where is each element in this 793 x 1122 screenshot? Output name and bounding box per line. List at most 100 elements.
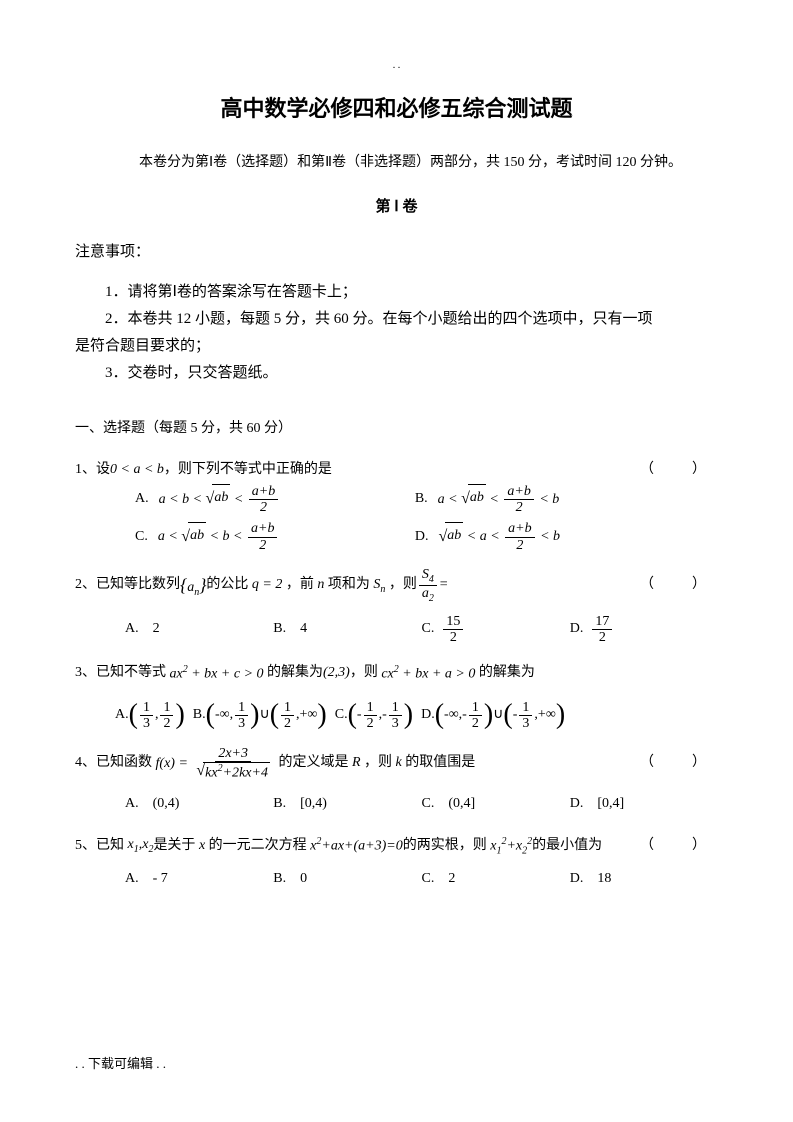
q2-qval: q = 2 <box>248 572 285 599</box>
q2-opt-c-den: 2 <box>447 630 460 645</box>
q5-text3: 的一元二次方程 <box>209 833 307 860</box>
q2-text1: 已知等比数列 <box>96 572 180 599</box>
q1-opt-b: B. a < √ab < a+b2 < b <box>415 484 559 516</box>
q4-opt-c: C. (0,4] <box>422 791 570 818</box>
question-1: 1、 设 0 < a < b ，则下列不等式中正确的是 （ ） A. a < b… <box>75 457 718 553</box>
q5-text1: 已知 <box>96 833 124 860</box>
q3-interval: (2,3) <box>323 660 350 687</box>
q4-r: R <box>348 750 364 777</box>
section-1-label: 第 Ⅰ 卷 <box>75 195 718 216</box>
q2-n: n <box>314 572 328 599</box>
q2-sn: Sn <box>370 572 389 599</box>
q2-opt-c: C. 152 <box>422 614 570 646</box>
q3-expr1: ax2 + bx + c > 0 <box>166 660 267 688</box>
q3-opt-b: B. (-∞,13)∪(12,+∞) <box>193 700 327 732</box>
q4-func: f(x) = 2x+3√kx2+2kx+4 <box>152 746 278 781</box>
q2-opt-c-label: C. <box>422 616 435 643</box>
q1-text-post: ，则下列不等式中正确的是 <box>164 457 332 484</box>
q5-text4: 的两实根，则 <box>403 833 487 860</box>
q1-opt-d-label: D. <box>415 524 429 551</box>
q4-text1: 已知函数 <box>96 750 152 777</box>
q3-text1: 已知不等式 <box>96 660 166 687</box>
q1-opt-a-math: a < b < √ab < a+b2 <box>159 484 281 516</box>
q4-opt-d: D. [0,4] <box>570 791 718 818</box>
q2-text2: 的公比 <box>206 572 248 599</box>
q4-opt-a: A. (0,4) <box>125 791 273 818</box>
q3-opt-d-label: D. <box>421 702 435 729</box>
q2-num: 2、 <box>75 572 96 599</box>
q2-opt-a: A. 2 <box>125 616 273 643</box>
notice-item-1: 1．请将第Ⅰ卷的答案涂写在答题卡上； <box>75 279 718 306</box>
footer: . . 下载可编辑 . . <box>75 1053 166 1072</box>
q1-opt-b-label: B. <box>415 486 428 513</box>
q2-eq: = <box>439 572 448 599</box>
q4-num: 4、 <box>75 750 96 777</box>
q3-expr2: cx2 + bx + a > 0 <box>378 660 479 688</box>
q1-opt-a: A. a < b < √ab < a+b2 <box>135 484 415 516</box>
question-4: 4、 已知函数 f(x) = 2x+3√kx2+2kx+4 的定义域是 R ，则… <box>75 746 718 818</box>
q3-text3: ，则 <box>350 660 378 687</box>
q5-target: x12+x22 <box>487 832 532 860</box>
q5-opt-a: A. - 7 <box>125 866 273 893</box>
question-5: 5、 已知 x1,x2 是关于 x 的一元二次方程 x2+ax+(a+3)=0 … <box>75 832 718 893</box>
q2-text4: 项和为 <box>328 572 370 599</box>
q1-paren: （ ） <box>640 457 718 484</box>
q5-paren: （ ） <box>640 833 718 860</box>
q5-x: x <box>195 833 208 860</box>
q1-opt-d-math: √ab < a < a+b2 < b <box>438 521 560 553</box>
q4-text3: ，则 <box>364 750 392 777</box>
q2-frac: S4a2 <box>419 567 437 604</box>
notice-item-2b: 是符合题目要求的； <box>75 333 718 360</box>
q4-paren: （ ） <box>640 750 718 777</box>
q3-opt-c-label: C. <box>335 702 348 729</box>
q1-opt-d: D. √ab < a < a+b2 < b <box>415 521 560 553</box>
q3-opt-a: A. (13,12) <box>115 700 185 732</box>
q1-opt-a-label: A. <box>135 486 149 513</box>
question-3: 3、 已知不等式 ax2 + bx + c > 0 的解集为 (2,3) ，则 … <box>75 660 718 732</box>
q5-opt-d: D. 18 <box>570 866 718 893</box>
q1-opt-c-math: a < √ab < b < a+b2 <box>158 521 280 553</box>
section-heading: 一、选择题（每题 5 分，共 60 分） <box>75 417 718 437</box>
q4-opt-b: B. [0,4) <box>273 791 421 818</box>
page-title: 高中数学必修四和必修五综合测试题 <box>75 91 718 123</box>
q5-num: 5、 <box>75 833 96 860</box>
q1-text-pre: 设 <box>96 457 110 484</box>
q3-text4: 的解集为 <box>479 660 535 687</box>
subtitle: 本卷分为第Ⅰ卷（选择题）和第Ⅱ卷（非选择题）两部分，共 150 分，考试时间 1… <box>75 151 718 171</box>
q5-vars: x1,x2 <box>124 832 153 859</box>
q2-opt-d-num: 17 <box>592 614 612 630</box>
q2-opt-d-den: 2 <box>596 630 609 645</box>
q1-opt-b-math: a < √ab < a+b2 < b <box>438 484 560 516</box>
q2-seq: {an} <box>180 568 206 602</box>
q2-opt-b: B. 4 <box>273 616 421 643</box>
q2-text3: ，前 <box>286 572 314 599</box>
notice-item-2a: 2．本卷共 12 小题，每题 5 分，共 60 分。在每个小题给出的四个选项中，… <box>75 306 718 333</box>
q1-opt-c-label: C. <box>135 524 148 551</box>
q5-opt-c: C. 2 <box>422 866 570 893</box>
question-2: 2、 已知等比数列 {an} 的公比 q = 2 ，前 n 项和为 Sn ，则 … <box>75 567 718 645</box>
q1-cond: 0 < a < b <box>110 457 164 484</box>
q2-text5: ，则 <box>389 572 417 599</box>
header-dots: . . <box>75 60 718 71</box>
q1-opt-c: C. a < √ab < b < a+b2 <box>135 521 415 553</box>
q2-opt-d: D. 172 <box>570 614 718 646</box>
q4-k: k <box>392 750 405 777</box>
notice-title: 注意事项： <box>75 240 718 261</box>
q4-text2: 的定义域是 <box>278 750 348 777</box>
q2-paren: （ ） <box>640 572 718 599</box>
q5-eq: x2+ax+(a+3)=0 <box>307 832 403 860</box>
q3-num: 3、 <box>75 660 96 687</box>
notice-item-3: 3．交卷时，只交答题纸。 <box>75 360 718 387</box>
q3-opt-a-label: A. <box>115 702 129 729</box>
q5-opt-b: B. 0 <box>273 866 421 893</box>
q3-opt-b-label: B. <box>193 702 206 729</box>
q4-text4: 的取值围是 <box>405 750 475 777</box>
q5-text2: 是关于 <box>153 833 195 860</box>
q2-opt-d-label: D. <box>570 616 584 643</box>
q3-text2: 的解集为 <box>267 660 323 687</box>
q5-text5: 的最小值为 <box>532 833 602 860</box>
q3-opt-d: D. (-∞,-12)∪(-13,+∞) <box>421 700 565 732</box>
q2-opt-c-num: 15 <box>443 614 463 630</box>
q3-opt-c: C. (-12,-13) <box>335 700 413 732</box>
q1-num: 1、 <box>75 457 96 484</box>
